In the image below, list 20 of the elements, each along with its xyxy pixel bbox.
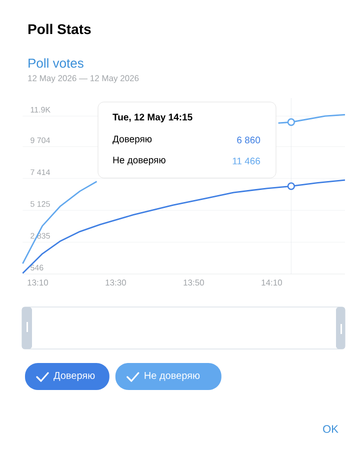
x-tick-label: 13:50 <box>184 280 204 286</box>
text: OK <box>323 425 338 433</box>
annotation: Tue, 12 May 14:15 <box>112 114 192 122</box>
y-tick-label: 9 704 <box>30 137 50 144</box>
text: 12 May 2026 — 12 May 2026 <box>28 75 139 83</box>
y-tick-label: 7 414 <box>30 169 50 175</box>
annotation: 6 860 <box>237 136 260 144</box>
x-tick-label: 14:10 <box>262 280 282 286</box>
chart-title: Poll Stats <box>28 24 91 34</box>
y-tick-label: 11.9K <box>30 106 50 113</box>
y-tick-label: 546 <box>30 264 44 270</box>
annotation: Не доверяю <box>113 156 166 166</box>
x-tick-label: 13:30 <box>106 280 126 286</box>
text: Доверяю <box>54 372 95 381</box>
text: Не доверяю <box>144 372 200 381</box>
annotation: Доверяю <box>112 136 152 144</box>
annotation: 11 466 <box>232 158 260 164</box>
y-tick-label: 5 125 <box>30 201 50 207</box>
x-tick-label: 13:10 <box>28 280 48 286</box>
chart-subtitle: Poll votes <box>28 58 84 68</box>
